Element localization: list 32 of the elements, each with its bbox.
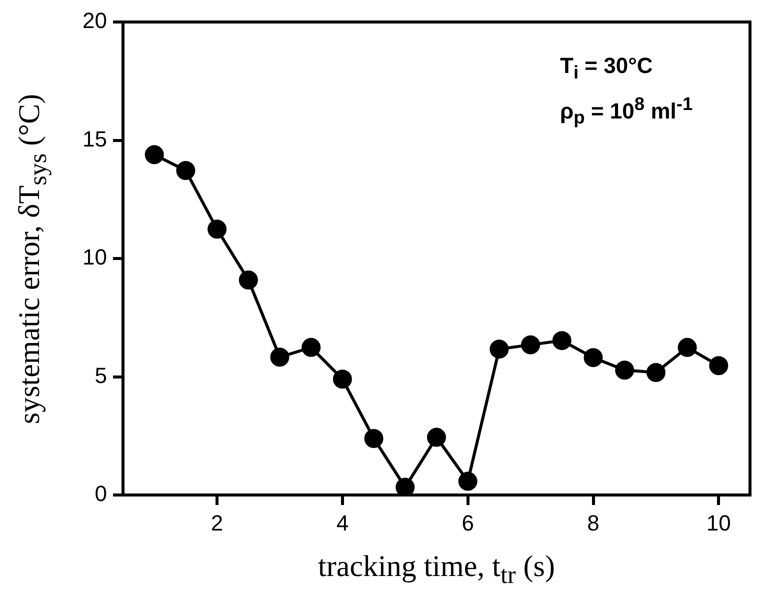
- y-tick-label: 5: [94, 362, 107, 388]
- x-tick-label: 2: [210, 510, 224, 536]
- annotation: T$_{i}$ = 30°C: [560, 52, 654, 84]
- x-tick-label: 8: [587, 510, 600, 536]
- point: [302, 338, 321, 357]
- y-tick-label: 20: [82, 8, 107, 34]
- point: [615, 360, 634, 380]
- x-tick-label: 10: [706, 510, 731, 536]
- point: [208, 220, 227, 239]
- point: [521, 335, 540, 354]
- point: [646, 362, 666, 382]
- annotation: ρ$_{p}$ = 10$^{8}$ ml$^{-1}$: [560, 92, 693, 130]
- y-tick-label: 15: [82, 126, 107, 152]
- x-axis-title: tracking time, t$_{tr}$ (s): [317, 550, 556, 590]
- point: [238, 270, 258, 290]
- y-tick-label: 10: [82, 244, 107, 270]
- point: [458, 472, 478, 491]
- point: [678, 338, 697, 357]
- point: [552, 331, 572, 350]
- y-tick-label: 0: [94, 481, 107, 506]
- point: [490, 340, 509, 359]
- point: [427, 428, 446, 447]
- point: [709, 356, 728, 376]
- point: [270, 348, 290, 367]
- point: [364, 428, 384, 448]
- point: [584, 348, 603, 368]
- point: [176, 161, 196, 180]
- x-tick-label: 4: [336, 510, 349, 536]
- point: [332, 370, 352, 389]
- point: [396, 478, 415, 495]
- point: [144, 145, 164, 164]
- x-tick-label: 6: [462, 510, 474, 536]
